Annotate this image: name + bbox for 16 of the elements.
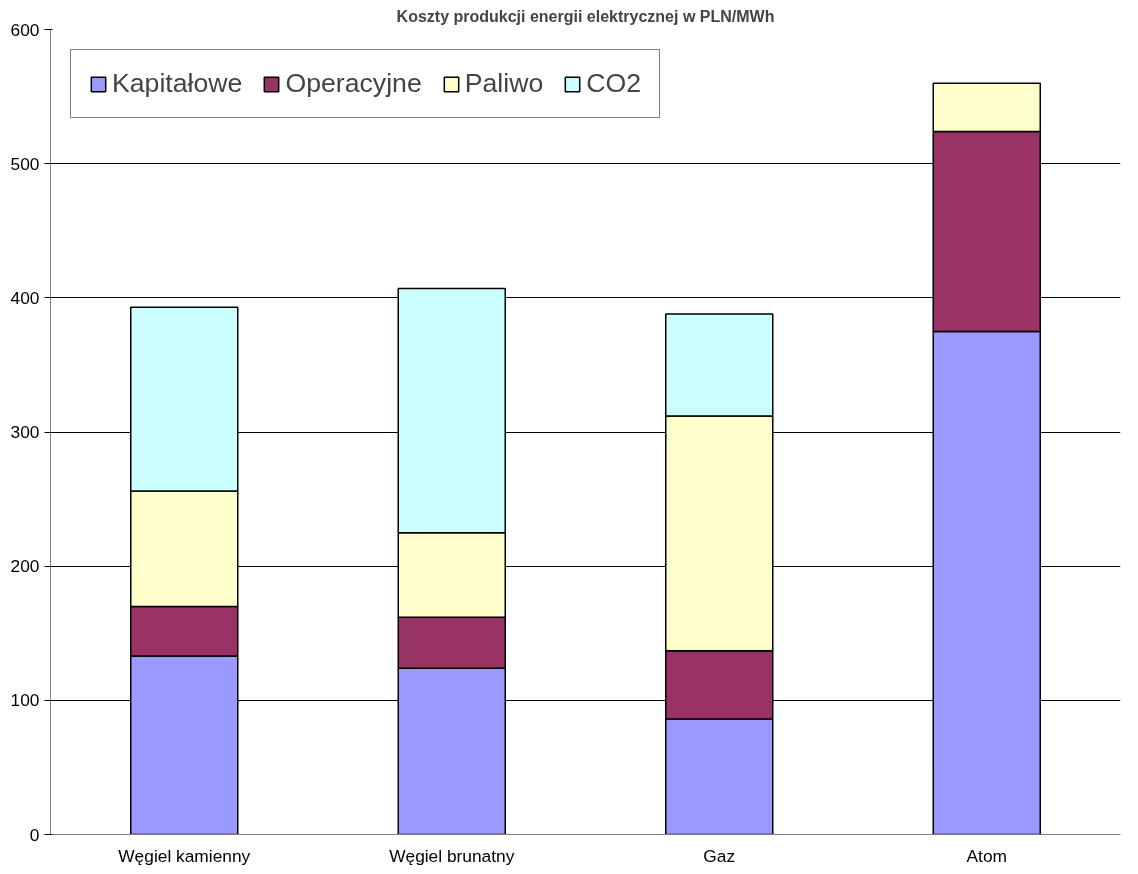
chart-title: Koszty produkcji energii elektrycznej w PLN/MWh [396,7,775,25]
x-tick-label: Atom [966,845,1007,866]
legend-label: Paliwo [464,68,544,99]
y-tick-label: 400 [10,287,40,308]
y-tick-label: 100 [10,690,40,711]
x-tick-label: Węgiel brunatny [389,845,515,866]
legend-label: Kapitałowe [112,68,243,99]
y-tick-label: 500 [10,153,40,174]
y-tick-label: 0 [29,824,40,845]
y-tick-label: 600 [10,19,40,40]
legend-label: CO2 [586,68,642,99]
legend-label: Operacyjne [285,68,422,99]
x-tick-label: Gaz [703,845,736,866]
y-tick-label: 300 [10,422,40,442]
x-tick-label: Węgiel kamienny [118,845,251,866]
y-tick-label: 200 [10,556,40,577]
